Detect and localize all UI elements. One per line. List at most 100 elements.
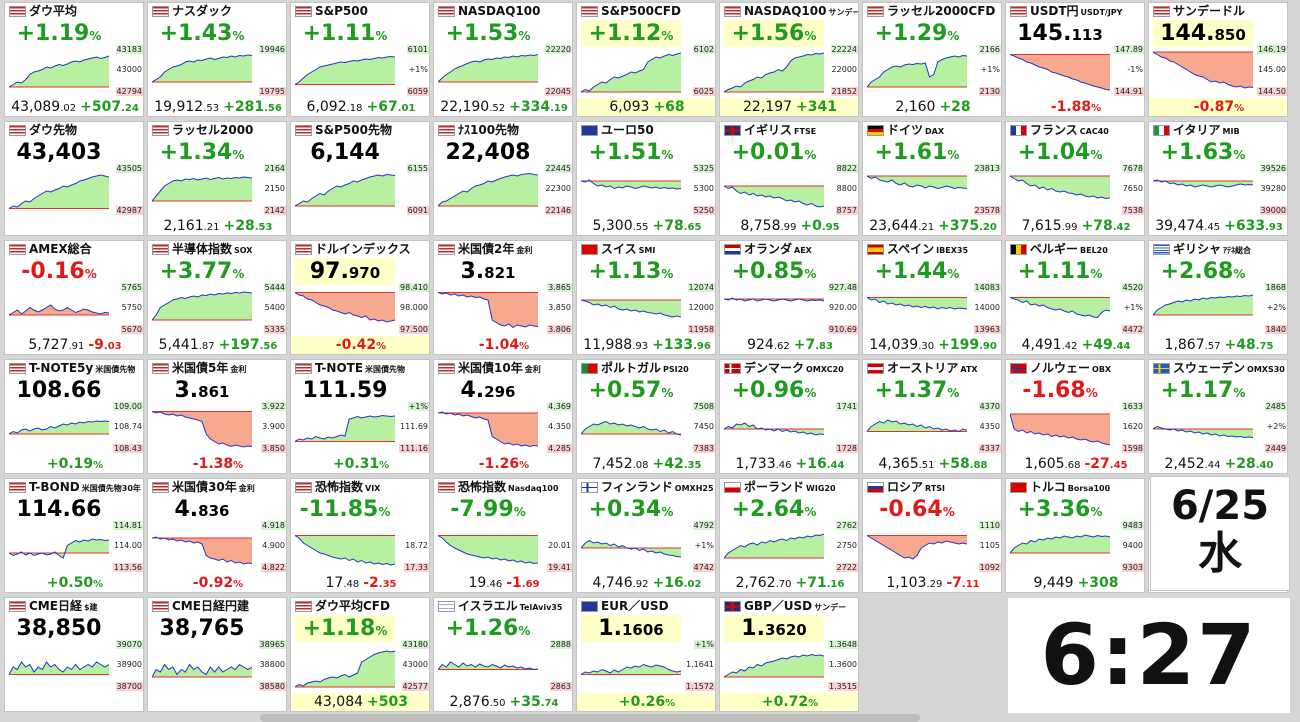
market-tile[interactable]: スイス SMI +1.13% 12074 12000 11958 11,988.93 +133… (576, 240, 716, 355)
market-tile[interactable]: オーストリア ATX +1.37% 4370 4350 4337 4,365.51 +58.8… (862, 359, 1002, 474)
instrument-subname: 金利 (524, 365, 541, 374)
market-tile[interactable]: USDT円 USDT/JPY 145.113 147.89 -1% 144.91 -1.88… (1005, 2, 1145, 117)
market-tile[interactable]: サンデードル 144.850 146.19 145.00 144.50 -0.87% (1148, 2, 1288, 117)
market-tile[interactable]: ベルギー BEL20 +1.11% 4520 +1% 4472 4,491.42 +49.44 (1005, 240, 1145, 355)
market-tile[interactable]: EUR／USD 1.1606 +1% 1.1641 1.1572 +0.26% (576, 597, 716, 712)
headline-value: +1.34% (159, 140, 245, 165)
sparkline-area (581, 300, 681, 317)
market-tile[interactable]: デンマーク OMXC20 +0.96% 1741 1728 1,733.46 +16.44 (719, 359, 859, 474)
market-tile[interactable]: S&P500先物 6,144 6155 6091 (290, 121, 430, 236)
market-tile[interactable]: NASDAQ100 サンデー +1.56% 22224 22000 21852 22,197… (719, 2, 859, 117)
sparkline-area (724, 654, 824, 677)
sparkline-svg (9, 538, 109, 559)
market-tile[interactable]: 半導体指数 SOX +3.77% 5444 5400 5335 5,441.87 +197.5… (147, 240, 287, 355)
last-value-decimals: .46 (486, 579, 503, 590)
axis-mid-label: 98.000 (400, 303, 428, 312)
tile-footer (148, 693, 286, 711)
axis-low-label: 42794 (115, 87, 143, 96)
market-tile[interactable]: イギリス FTSE +0.01% 8822 8800 8757 8,758.99 +0.95 (719, 121, 859, 236)
tile-footer: 19,912.53 +281.56 (148, 98, 286, 116)
market-tile[interactable]: ドイツ DAX +1.61% 23813 23578 23,644.21 +375.20 (862, 121, 1002, 236)
axis-high-label: 43180 (401, 640, 429, 649)
market-tile[interactable]: 米国債2年 金利 3.821 3.865 3.850 3.806 -1.04% (433, 240, 573, 355)
market-tile[interactable]: 恐怖指数 Nasdaq100 -7.99% 20.01 19.41 19.46 -1.69 (433, 478, 573, 593)
market-tile[interactable]: ポルトガル PSI20 +0.57% 7508 7450 7383 7,452.08 +42.… (576, 359, 716, 474)
market-tile[interactable]: ラッセル2000CFD +1.29% 2166 +1% 2130 2,160 +28 (862, 2, 1002, 117)
sparkline-svg (1153, 51, 1253, 89)
market-tile[interactable]: S&P500 +1.11% 6101 +1% 6059 6,092.18 +67.01 (290, 2, 430, 117)
sparkline-area (1153, 52, 1253, 88)
market-tile[interactable]: 米国債10年 金利 4.296 4.369 4.350 4.285 -1.26% (433, 359, 573, 474)
market-tile[interactable]: ポーランド WIG20 +2.64% 2762 2750 2722 2,762.70 +71.… (719, 478, 859, 593)
sparkline-area (152, 292, 252, 320)
tile-footer: +0.31% (291, 455, 429, 473)
market-tile[interactable]: スウェーデン OMXS30 +1.17% 2485 +2% 2449 2,452.44 +28… (1148, 359, 1288, 474)
market-tile[interactable]: GBP／USD サンデー 1.3620 1.3648 1.3600 1.3515 +0.72… (719, 597, 859, 712)
last-value: 924.62 (747, 337, 790, 353)
sparkline-area (1153, 295, 1253, 315)
axis-high-label: 147.89 (1114, 45, 1144, 54)
flag-icon (724, 125, 741, 136)
sparkline-svg (724, 185, 824, 208)
headline-decimals: 850 (1214, 26, 1246, 44)
sparkline-chart (867, 47, 967, 97)
sparkline-line (438, 172, 538, 207)
axis-low-label: 6091 (406, 206, 429, 215)
market-tile[interactable]: フィンランド OMXH25 +0.34% 4792 +1% 4742 4,746.92 +16… (576, 478, 716, 593)
percent-sign: % (947, 267, 960, 281)
market-tile[interactable]: ナスダック +1.43% 19946 19795 19,912.53 +281.56 (147, 2, 287, 117)
market-tile[interactable]: ダウ先物 43,403 43505 42987 (4, 121, 144, 236)
axis-mid-label: 7450 (693, 422, 714, 431)
market-tile[interactable]: 米国債30年 金利 4.836 4.918 4.900 4.822 -0.92% (147, 478, 287, 593)
market-tile[interactable]: T-BOND 米国債先物30年 114.66 114.81 114.00 113.56 +0… (4, 478, 144, 593)
axis-high-label: 3.865 (547, 283, 572, 292)
market-tile[interactable]: イスラエル TelAviv35 +1.26% 2888 2863 2,876.50 +35.… (433, 597, 573, 712)
axis-low-label: 6025 (692, 87, 715, 96)
instrument-subname: $建 (83, 603, 98, 612)
market-tile[interactable]: S&P500CFD +1.12% 6102 6025 6,093 +68 (576, 2, 716, 117)
instrument-name: T-BOND 米国債先物30年 (29, 480, 141, 494)
market-tile[interactable]: ダウ平均CFD +1.18% 43180 43000 42577 43,084 +503 (290, 597, 430, 712)
market-tile[interactable]: T-NOTE 米国債先物 111.59 +1% 111.69 111.16 +0.31% (290, 359, 430, 474)
percent-sign: % (1090, 267, 1103, 281)
axis-high-label: 43505 (115, 164, 143, 173)
market-tile[interactable]: NASDAQ100 +1.53% 22220 22045 22,190.52 +334.1… (433, 2, 573, 117)
percent-sign: % (518, 624, 531, 638)
axis-low-label: 9303 (1121, 563, 1144, 572)
market-tile[interactable]: ユーロ50 +1.51% 5325 5300 5250 5,300.55 +78.65 (576, 121, 716, 236)
market-tile[interactable]: オランダ AEX +0.85% 927.48 920.00 910.69 924.62 +7.… (719, 240, 859, 355)
market-tile[interactable]: スペイン IBEX35 +1.44% 14083 14000 13963 14,039.30… (862, 240, 1002, 355)
tile-footer: 2,876.50 +35.74 (434, 693, 572, 711)
axis-mid-label: 43000 (116, 65, 142, 74)
market-tile[interactable]: AMEX総合 -0.16% 5765 5750 5670 5,727.91 -9.03 (4, 240, 144, 355)
market-tile[interactable]: トルコ Borsa100 +3.36% 9483 9400 9303 9,449 +308 (1005, 478, 1145, 593)
market-tile[interactable]: 米国債5年 金利 3.861 3.922 3.900 3.850 -1.38% (147, 359, 287, 474)
sparkline-line (438, 411, 538, 448)
tile-header: スペイン IBEX35 (863, 241, 1001, 258)
tile-header: スウェーデン OMXS30 (1149, 360, 1287, 377)
market-tile[interactable]: ラッセル2000 +1.34% 2164 2150 2142 2,161.21 +28.53 (147, 121, 287, 236)
market-tile[interactable]: ﾅｽ100先物 22,408 22445 22300 22146 (433, 121, 573, 236)
market-tile[interactable]: T-NOTE5y 米国債先物 108.66 109.00 108.74 108.43 +0.… (4, 359, 144, 474)
market-tile[interactable]: ロシア RTSI -0.64% 1110 1105 1092 1,103.29 -7.11 (862, 478, 1002, 593)
last-value: 2,876.50 (449, 694, 506, 710)
sparkline-chart (1010, 523, 1110, 573)
market-tile[interactable]: イタリア MIB +1.63% 39526 39280 39000 39,474.45 +63… (1148, 121, 1288, 236)
last-value-decimals: .99 (1061, 222, 1078, 233)
sparkline-svg (152, 176, 252, 202)
market-tile[interactable]: CME日経 $建 38,850 39070 38900 38700 (4, 597, 144, 712)
market-tile[interactable]: フランス CAC40 +1.04% 7678 7650 7538 7,615.99 +78.4… (1005, 121, 1145, 236)
market-tile[interactable]: ドルインデックス 97.970 98.410 98.000 97.500 -0.42% (290, 240, 430, 355)
tile-footer: +0.19% (5, 455, 143, 473)
sparkline-chart (581, 166, 681, 216)
instrument-subname: OMXS30 (1247, 365, 1285, 374)
market-tile[interactable]: CME日経円建 38,765 38965 38800 38580 (147, 597, 287, 712)
axis-high-label: +1% (693, 640, 715, 649)
market-tile[interactable]: 恐怖指数 VIX -11.85% 18.72 17.33 17.48 -2.35 (290, 478, 430, 593)
last-value-decimals: .21 (918, 222, 935, 233)
market-tile[interactable]: ダウ平均 +1.19% 43183 43000 42794 43,089.02 +507.2… (4, 2, 144, 117)
horizontal-scrollbar[interactable] (260, 714, 920, 722)
sparkline-line (581, 52, 681, 93)
market-tile[interactable]: ノルウェー OBX -1.68% 1633 1620 1598 1,605.68 -27.45 (1005, 359, 1145, 474)
market-tile[interactable]: ギリシャ ｱﾃﾈ総合 +2.68% 1868 +2% 1840 1,867.57 +48.75 (1148, 240, 1288, 355)
